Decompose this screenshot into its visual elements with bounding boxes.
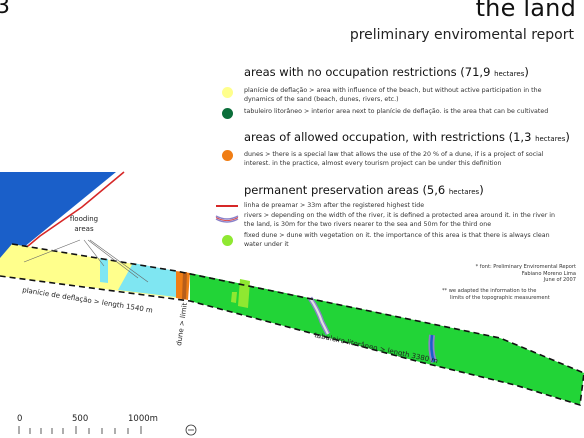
section-title-allowed-occupation: areas of allowed occupation, with restri… xyxy=(244,130,570,144)
legend-item-planicie: planície de deflação > area with influen… xyxy=(244,87,542,104)
flooding-area-1 xyxy=(100,258,108,283)
page-subtitle: preliminary enviromental report xyxy=(349,27,574,43)
legend-swatch-planicie xyxy=(222,87,233,98)
legend-swatch-dunes xyxy=(222,150,233,161)
flooding-label-line-1: flooding xyxy=(70,215,98,223)
tabuleiro-area xyxy=(190,273,584,405)
preamar-line-symbol xyxy=(216,205,238,207)
legend-swatch-tabuleiro xyxy=(222,108,233,119)
scale-bar: 0 500 1000m xyxy=(17,414,197,436)
footnote-adapted: ** we adapted the information to the lim… xyxy=(442,288,550,301)
river-2 xyxy=(428,334,437,363)
legend-item-dunes: dunes > there is a special law that allo… xyxy=(244,151,544,168)
legend-swatch-fixed-dune xyxy=(222,235,233,246)
legend-item-preamar: linha de preamar > 33m after the registe… xyxy=(244,202,425,209)
scale-label-1000m: 1000m xyxy=(128,414,158,424)
section-title-permanent-preservation: permanent preservation areas (5,6 hectar… xyxy=(244,183,484,197)
north-arrow-icon xyxy=(185,424,197,436)
section-title-no-restrictions: areas with no occupation restrictions (7… xyxy=(244,65,529,79)
fixed-dune-1 xyxy=(231,292,237,303)
property-border xyxy=(0,243,584,407)
dune-limit-label: dune > limit xyxy=(175,302,189,346)
flooding-pointers xyxy=(23,239,149,283)
legend-item-tabuleiro: tabuleiro litorâneo > interior area next… xyxy=(244,108,549,115)
river-line-symbol xyxy=(215,215,239,223)
legend-item-fixed-dune: fixed dune > dune with vegetation on it.… xyxy=(244,232,550,249)
scale-ticks xyxy=(18,426,142,434)
page-title: the land xyxy=(475,0,576,22)
page-number: 3 xyxy=(0,0,10,19)
flooding-area-2 xyxy=(118,263,176,297)
river-1 xyxy=(307,296,331,336)
dune-area-inner xyxy=(182,272,187,299)
fixed-dune-2 xyxy=(238,279,250,308)
sea-area xyxy=(0,172,116,262)
scale-label-0: 0 xyxy=(17,414,22,424)
scale-label-500: 500 xyxy=(72,414,88,424)
flooding-label-line-2: areas xyxy=(74,225,94,233)
footnote-font: * font: Preliminary Enviromental Report … xyxy=(475,264,576,284)
legend-item-rivers: rivers > depending on the width of the r… xyxy=(244,212,556,229)
